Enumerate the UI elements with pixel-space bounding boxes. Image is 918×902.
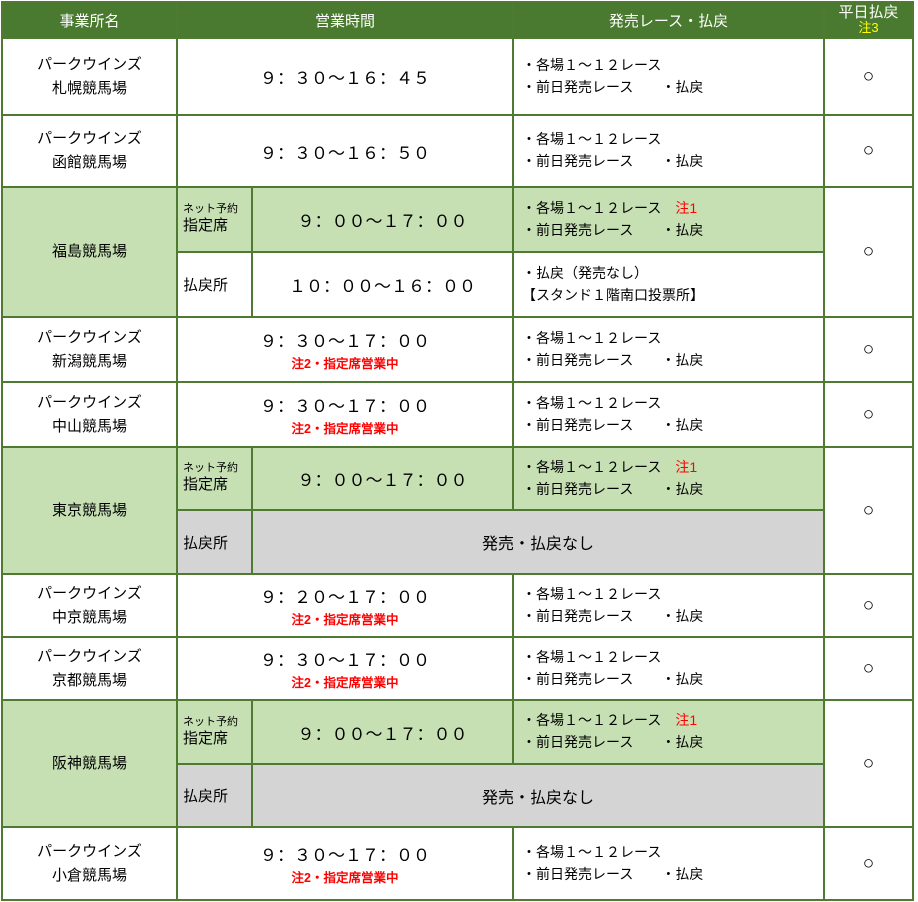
header-weekday-label: 平日払戻: [838, 4, 899, 22]
header-races: 発売レース・払戻: [512, 1, 826, 39]
business-hours: ９：３０～１７：００ 注2・指定席営業中: [175, 636, 515, 701]
table-row-hakodate: パークウインズ 函館競馬場 ９：３０～１６：５０ ・各場１～１２レース ・前日発…: [1, 114, 915, 188]
table-header-row: 事業所名 営業時間 発売レース・払戻 平日払戻 注3: [1, 1, 915, 39]
office-name: パークウインズ 中山競馬場: [1, 381, 178, 448]
table-row-hanshin-seat: 阪神競馬場 ネット予約 指定席 ９：００～１７：００ ・各場１～１２レース 注1 …: [1, 699, 915, 828]
weekday-refund-mark: ○: [823, 699, 915, 828]
table-row-sapporo: パークウインズ 札幌競馬場 ９：３０～１６：４５ ・各場１～１２レース ・前日発…: [1, 37, 915, 116]
races-info: ・各場１～１２レース ・前日発売レース ・払戻: [512, 573, 826, 638]
table-row-kyoto: パークウインズ 京都競馬場 ９：３０～１７：００ 注2・指定席営業中 ・各場１～…: [1, 636, 915, 701]
note2-label: 注2・指定席営業中: [291, 422, 399, 436]
weekday-refund-mark: ○: [823, 114, 915, 188]
no-sales-notice: 発売・払戻なし: [250, 763, 826, 828]
office-name: 福島競馬場: [1, 186, 178, 318]
note2-label: 注2・指定席営業中: [291, 357, 399, 371]
office-name: 東京競馬場: [1, 446, 178, 575]
races-info: ・払戻（発売なし） 【スタンド１階南口投票所】: [512, 251, 826, 318]
business-hours: ９：２０～１７：００ 注2・指定席営業中: [175, 573, 515, 638]
table-row-niigata: パークウインズ 新潟競馬場 ９：３０～１７：００ 注2・指定席営業中 ・各場１～…: [1, 316, 915, 383]
office-name: パークウインズ 函館競馬場: [1, 114, 178, 188]
races-info: ・各場１～１２レース ・前日発売レース ・払戻: [512, 37, 826, 116]
weekday-refund-mark: ○: [823, 573, 915, 638]
table-row-fukushima-refund: 払戻所 １０：００～１６：００ ・払戻（発売なし） 【スタンド１階南口投票所】: [2, 251, 913, 318]
note1-label: 注1: [675, 199, 698, 216]
weekday-refund-mark: ○: [823, 826, 915, 901]
header-weekday-refund: 平日払戻 注3: [823, 1, 915, 39]
note2-label: 注2・指定席営業中: [291, 613, 399, 627]
note2-label: 注2・指定席営業中: [291, 676, 399, 690]
office-name: パークウインズ 新潟競馬場: [1, 316, 178, 383]
table-row-kokura: パークウインズ 小倉競馬場 ９：３０～１７：００ 注2・指定席営業中 ・各場１～…: [1, 826, 915, 901]
table-row-tokyo-refund: 払戻所 発売・払戻なし: [2, 509, 913, 575]
races-info: ・各場１～１２レース 注1 ・前日発売レース ・払戻: [512, 699, 826, 765]
table-row-tokyo-seat: 東京競馬場 ネット予約 指定席 ９：００～１７：００ ・各場１～１２レース 注1 …: [1, 446, 915, 575]
business-hours: ９：００～１７：００: [250, 446, 515, 511]
header-hours: 営業時間: [175, 1, 515, 39]
office-name: パークウインズ 札幌競馬場: [1, 37, 178, 116]
business-hours: ９：３０～１７：００ 注2・指定席営業中: [175, 381, 515, 448]
note2-label: 注2・指定席営業中: [291, 871, 399, 885]
weekday-refund-mark: ○: [823, 186, 915, 318]
races-info: ・各場１～１２レース ・前日発売レース ・払戻: [512, 826, 826, 901]
office-name: パークウインズ 小倉競馬場: [1, 826, 178, 901]
header-note3: 注3: [858, 20, 879, 36]
note1-label: 注1: [675, 458, 698, 475]
table-row-chukyo: パークウインズ 中京競馬場 ９：２０～１７：００ 注2・指定席営業中 ・各場１～…: [1, 573, 915, 638]
races-info: ・各場１～１２レース ・前日発売レース ・払戻: [512, 316, 826, 383]
office-name: パークウインズ 京都競馬場: [1, 636, 178, 701]
refund-office-label: 払戻所: [176, 251, 253, 318]
table-row-nakayama: パークウインズ 中山競馬場 ９：３０～１７：００ 注2・指定席営業中 ・各場１～…: [1, 381, 915, 448]
business-hours: ９：００～１７：００: [250, 186, 515, 253]
table-row-fukushima-seat: 福島競馬場 ネット予約 指定席 ９：００～１７：００ ・各場１～１２レース 注1 …: [1, 186, 915, 318]
business-hours: ９：００～１７：００: [250, 699, 515, 765]
weekday-refund-mark: ○: [823, 636, 915, 701]
weekday-refund-mark: ○: [823, 316, 915, 383]
weekday-refund-mark: ○: [823, 381, 915, 448]
weekday-refund-mark: ○: [823, 37, 915, 116]
races-info: ・各場１～１２レース ・前日発売レース ・払戻: [512, 636, 826, 701]
no-sales-notice: 発売・払戻なし: [250, 509, 826, 575]
races-info: ・各場１～１２レース ・前日発売レース ・払戻: [512, 114, 826, 188]
business-hours: １０：００～１６：００: [250, 251, 515, 318]
office-name: パークウインズ 中京競馬場: [1, 573, 178, 638]
races-info: ・各場１～１２レース ・前日発売レース ・払戻: [512, 381, 826, 448]
weekday-refund-mark: ○: [823, 446, 915, 575]
reserved-seat-label: ネット予約 指定席: [176, 699, 253, 765]
refund-office-label: 払戻所: [176, 763, 253, 828]
business-hours: ９：３０～１７：００ 注2・指定席営業中: [175, 826, 515, 901]
note1-label: 注1: [675, 712, 698, 729]
header-office: 事業所名: [1, 1, 178, 39]
table-row-hanshin-refund: 払戻所 発売・払戻なし: [2, 763, 913, 828]
reserved-seat-label: ネット予約 指定席: [176, 446, 253, 511]
refund-office-label: 払戻所: [176, 509, 253, 575]
office-name: 阪神競馬場: [1, 699, 178, 828]
reserved-seat-label: ネット予約 指定席: [176, 186, 253, 253]
business-hours: ９：３０～１７：００ 注2・指定席営業中: [175, 316, 515, 383]
business-hours: ９：３０～１６：５０: [175, 114, 515, 188]
business-hours: ９：３０～１６：４５: [175, 37, 515, 116]
races-info: ・各場１～１２レース 注1 ・前日発売レース ・払戻: [512, 186, 826, 253]
races-info: ・各場１～１２レース 注1 ・前日発売レース ・払戻: [512, 446, 826, 511]
